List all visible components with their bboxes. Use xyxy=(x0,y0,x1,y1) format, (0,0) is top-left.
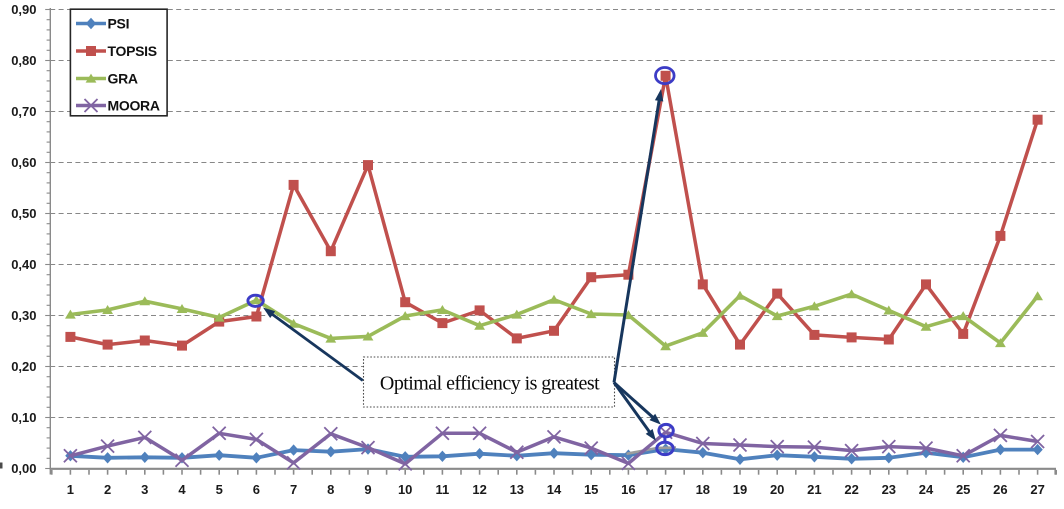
svg-text:1: 1 xyxy=(67,482,74,497)
svg-text:27: 27 xyxy=(1030,482,1044,497)
svg-text:10: 10 xyxy=(398,482,412,497)
svg-text:8: 8 xyxy=(327,482,334,497)
svg-text:PSI: PSI xyxy=(108,16,130,32)
svg-text:12: 12 xyxy=(472,482,486,497)
svg-text:0,90: 0,90 xyxy=(11,2,36,17)
svg-text:16: 16 xyxy=(621,482,635,497)
svg-text:15: 15 xyxy=(584,482,598,497)
svg-text:11: 11 xyxy=(436,482,450,497)
svg-text:13: 13 xyxy=(510,482,524,497)
svg-text:17: 17 xyxy=(658,482,672,497)
svg-text:19: 19 xyxy=(733,482,747,497)
svg-text:6: 6 xyxy=(253,482,260,497)
svg-text:22: 22 xyxy=(844,482,858,497)
svg-text:21: 21 xyxy=(807,482,821,497)
svg-text:23: 23 xyxy=(882,482,896,497)
svg-text:0,80: 0,80 xyxy=(11,53,36,68)
svg-text:TOPSIS: TOPSIS xyxy=(108,43,157,59)
svg-text:0,50: 0,50 xyxy=(11,206,36,221)
svg-text:0,70: 0,70 xyxy=(11,104,36,119)
svg-text:9: 9 xyxy=(364,482,371,497)
svg-text:0,10: 0,10 xyxy=(11,410,36,425)
svg-text:3: 3 xyxy=(141,482,148,497)
svg-text:0,20: 0,20 xyxy=(11,359,36,374)
svg-text:0,00: 0,00 xyxy=(11,461,36,476)
svg-text:20: 20 xyxy=(770,482,784,497)
svg-text:24: 24 xyxy=(919,482,934,497)
svg-text:GRA: GRA xyxy=(108,71,138,87)
svg-text:14: 14 xyxy=(547,482,562,497)
svg-text:7: 7 xyxy=(290,482,297,497)
svg-text:2: 2 xyxy=(104,482,111,497)
svg-text:25: 25 xyxy=(956,482,970,497)
svg-text:MOORA: MOORA xyxy=(108,98,160,114)
svg-text:26: 26 xyxy=(993,482,1007,497)
svg-text:18: 18 xyxy=(696,482,710,497)
svg-text:4: 4 xyxy=(178,482,186,497)
svg-text:0,40: 0,40 xyxy=(11,257,36,272)
svg-text:0,60: 0,60 xyxy=(11,155,36,170)
svg-text:0,30: 0,30 xyxy=(11,308,36,323)
svg-text:Optimal efficiency is greatest: Optimal efficiency is greatest xyxy=(380,373,600,395)
svg-text:5: 5 xyxy=(216,482,223,497)
